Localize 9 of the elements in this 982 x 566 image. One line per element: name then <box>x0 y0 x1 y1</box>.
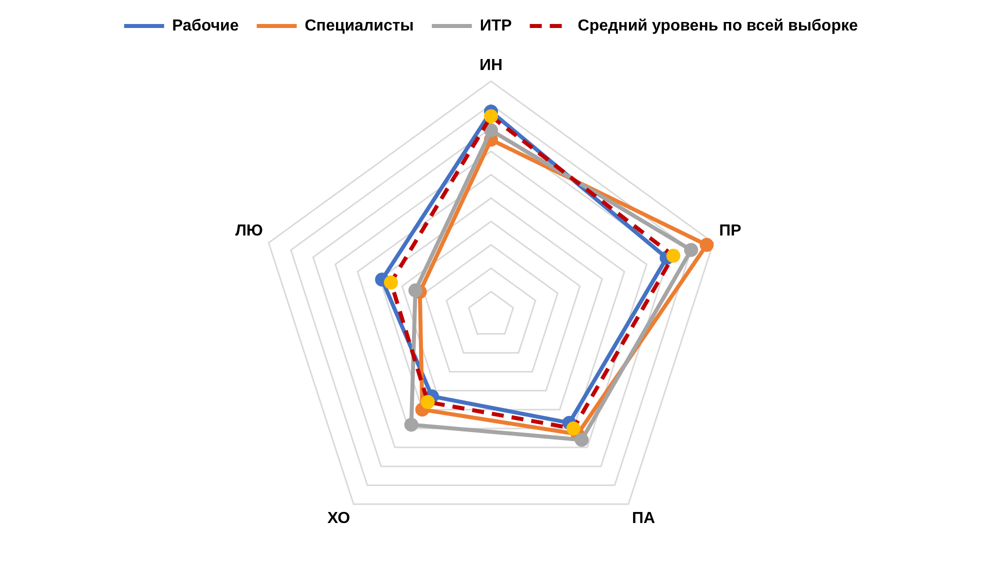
spoke-label: ХО <box>327 510 350 528</box>
spoke-label: ЛЮ <box>235 222 263 240</box>
spoke-label: ПА <box>632 510 656 528</box>
spoke-label: ИН <box>479 57 503 74</box>
legend-label: Рабочие <box>172 17 239 34</box>
legend-label: Средний уровень по всей выборке <box>578 17 858 34</box>
legend-label: ИТР <box>480 17 512 34</box>
spoke-label: ПР <box>719 222 742 240</box>
legend-label: Специалисты <box>304 17 414 34</box>
